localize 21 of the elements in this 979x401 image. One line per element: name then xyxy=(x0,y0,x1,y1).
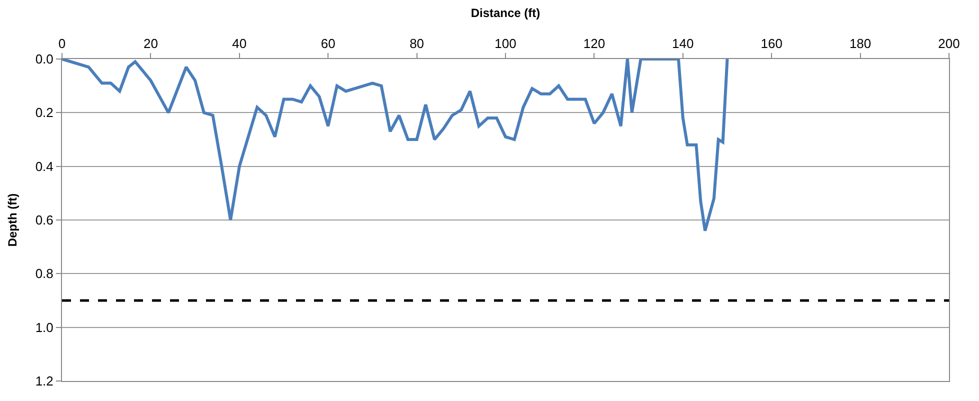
y-tick-label: 1.2 xyxy=(35,374,54,389)
y-tick-label: 0.4 xyxy=(35,158,54,174)
x-tick-label: 0 xyxy=(58,36,66,51)
y-tick-label: 1.0 xyxy=(35,320,54,335)
y-tick-label: 0.2 xyxy=(35,105,54,120)
x-tick-label: 140 xyxy=(672,36,694,51)
x-tick-label: 100 xyxy=(494,36,516,51)
x-tick-label: 60 xyxy=(320,36,336,51)
x-tick-label: 40 xyxy=(232,36,247,51)
x-tick-label: 80 xyxy=(410,36,424,51)
x-tick-label: 120 xyxy=(583,36,606,51)
y-axis-title: Depth (ft) xyxy=(6,193,20,247)
line-series xyxy=(62,59,729,232)
x-axis-title: Distance (ft) xyxy=(470,6,540,20)
y-tick-label: 0.0 xyxy=(35,52,54,67)
y-tick-label: 0.6 xyxy=(35,212,54,228)
y-tick-label: 0.8 xyxy=(35,266,54,282)
x-tick-label: 200 xyxy=(938,36,960,51)
x-tick-label: 160 xyxy=(760,36,782,51)
x-tick-label: 180 xyxy=(849,36,872,51)
x-tick-label: 20 xyxy=(143,36,158,51)
